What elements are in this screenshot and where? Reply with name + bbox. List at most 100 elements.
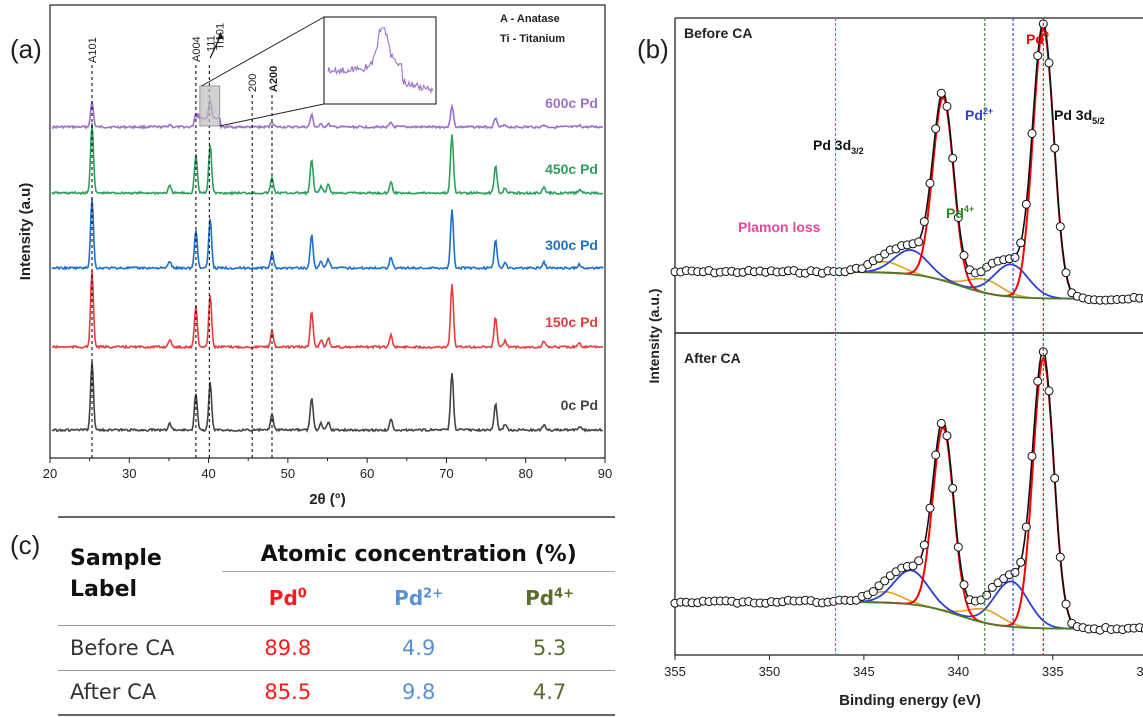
atomic-concentration-table: Sample Atomic concentration (%) Label Pd…: [58, 516, 615, 716]
xrd-y-axis-label: Intensity (a.u): [17, 183, 34, 281]
xps-data-point: [953, 213, 963, 222]
cell-after-pd2: 9.8: [401, 680, 436, 705]
xrd-zoom-line: [201, 16, 325, 87]
xps-data-point: [925, 178, 935, 188]
xps-pd4-label: Pd4+: [946, 204, 974, 221]
xrd-x-tick-label: 90: [598, 466, 612, 481]
header-sample-cell-2: Label: [58, 571, 222, 625]
xps-data-point: [914, 556, 924, 566]
xps-data-point: [948, 483, 958, 493]
cell-before-pd2: 4.9: [401, 635, 436, 660]
xps-data-point: [936, 418, 946, 428]
xps-data-point: [1044, 58, 1054, 68]
xps-panel: 355 350 345 340 335 330 Binding energy (eV) Int…: [646, 17, 1143, 709]
xrd-peak-label: A200: [268, 66, 280, 92]
xps-data-point: [914, 237, 924, 247]
xrd-panel: 20 30 40 50 60 70 80 90 2θ (°) Intensity (a.u) A -…: [17, 4, 612, 508]
xps-data-point: [953, 542, 963, 552]
xrd-annotation-arrowhead: [217, 32, 224, 39]
panel-label-b: (b): [637, 34, 669, 64]
xps-pd2-label: Pd2+: [965, 106, 993, 123]
cell-after-pd4: 4.7: [532, 680, 567, 705]
xps-data-point: [868, 587, 878, 597]
xrd-series-line: [51, 123, 604, 196]
xps-data-point: [1050, 143, 1060, 153]
panel-label-c: (c): [10, 530, 41, 560]
xps-data-point: [1055, 552, 1065, 562]
table-row: After CA 85.5 9.8 4.7: [58, 670, 615, 715]
xrd-zoom-line: [219, 103, 325, 127]
xps-pd0-label: Pd0: [1026, 30, 1049, 47]
xrd-x-tick-label: 50: [281, 466, 295, 481]
xps-pd3d52-label: Pd 3d5/2: [1054, 107, 1105, 126]
xps-x-axis-label: Binding energy (eV): [839, 692, 981, 709]
xrd-x-tick-label: 30: [122, 466, 136, 481]
header-sample-1: Sample: [70, 546, 162, 571]
xps-data-point: [1010, 567, 1020, 577]
xps-data-point: [919, 217, 929, 227]
xps-data-point: [1021, 522, 1031, 532]
xps-x-tick-label: 340: [947, 664, 969, 679]
xps-data-point: [1055, 222, 1065, 232]
xps-data-point: [987, 582, 997, 592]
xps-data-point: [880, 576, 890, 586]
col-pd4-sup: 4+: [554, 586, 574, 602]
col-pd4-name: Pd: [525, 586, 555, 610]
xps-data-point: [959, 250, 969, 260]
xps-x-tick-label: 330: [1136, 664, 1143, 679]
xps-data-point: [1021, 199, 1031, 209]
col-pd0-name: Pd: [268, 586, 298, 610]
xps-data-point: [1027, 129, 1037, 138]
xrd-x-tick-label: 80: [518, 466, 532, 481]
xps-data-point: [1135, 293, 1143, 303]
xps-x-tick-label: 350: [759, 664, 781, 679]
xps-data-point: [931, 450, 941, 460]
xps-data-point: [959, 580, 969, 590]
xps-data-point: [936, 88, 946, 98]
xrd-series-line: [51, 270, 604, 350]
xps-data-point: [1044, 386, 1054, 396]
xrd-x-tick-label: 20: [43, 466, 57, 481]
row-label-after: After CA: [70, 680, 157, 705]
xrd-annotation-arrow: [209, 35, 222, 59]
xps-data-point: [908, 561, 918, 571]
xps-data-point: [1016, 238, 1026, 248]
xps-pd0-component: [675, 355, 1143, 630]
cell-after-pd0: 85.5: [264, 680, 312, 705]
col-pd2-sup: 2+: [423, 586, 444, 602]
xps-data-point: [1033, 376, 1043, 386]
xps-data-point: [1033, 51, 1043, 61]
xps-data-point: [942, 101, 952, 111]
xrd-series-line: [52, 97, 604, 130]
xps-data-point: [982, 590, 992, 600]
xrd-series-line: [51, 361, 604, 433]
col-header-pd4: Pd4+: [484, 571, 615, 625]
xps-envelope: [675, 21, 1143, 300]
xps-x-tick-label: 345: [853, 664, 875, 679]
xps-data-point: [1016, 557, 1026, 567]
xrd-x-tick-label: 60: [360, 466, 374, 481]
xrd-legend-anatase: A - Anatase: [500, 13, 560, 25]
col-pd2-name: Pd: [394, 586, 424, 610]
col-header-pd0: Pd0: [222, 571, 353, 625]
xps-data-point: [1050, 473, 1060, 483]
header-sample-cell: Sample: [58, 517, 222, 571]
xrd-series-label: 300c Pd: [545, 237, 598, 253]
xrd-series-label: 450c Pd: [545, 161, 598, 177]
xrd-series-label: 600c Pd: [545, 95, 598, 111]
xps-y-axis-label: Intensity (a.u.): [646, 289, 662, 384]
xps-subplot-title-before: Before CA: [684, 25, 752, 41]
xrd-legend-titanium: Ti - Titanium: [500, 33, 565, 45]
xps-pd3d32-label: Pd 3d3/2: [813, 137, 864, 156]
panel-label-a: (a): [10, 34, 42, 64]
header-atomic-cell: Atomic concentration (%): [222, 517, 615, 572]
xps-pd0-component: [675, 25, 1143, 300]
xps-subplot-title-after: After CA: [684, 350, 741, 366]
col-header-pd2: Pd2+: [353, 571, 484, 625]
cell-before-pd0: 89.8: [264, 635, 312, 660]
table-row: Before CA 89.8 4.9 5.3: [58, 625, 615, 670]
xps-plasmon-label: Plamon loss: [738, 219, 821, 235]
xps-data-point: [948, 153, 958, 163]
xps-data-point: [1010, 253, 1020, 262]
xps-data-point: [976, 267, 986, 277]
